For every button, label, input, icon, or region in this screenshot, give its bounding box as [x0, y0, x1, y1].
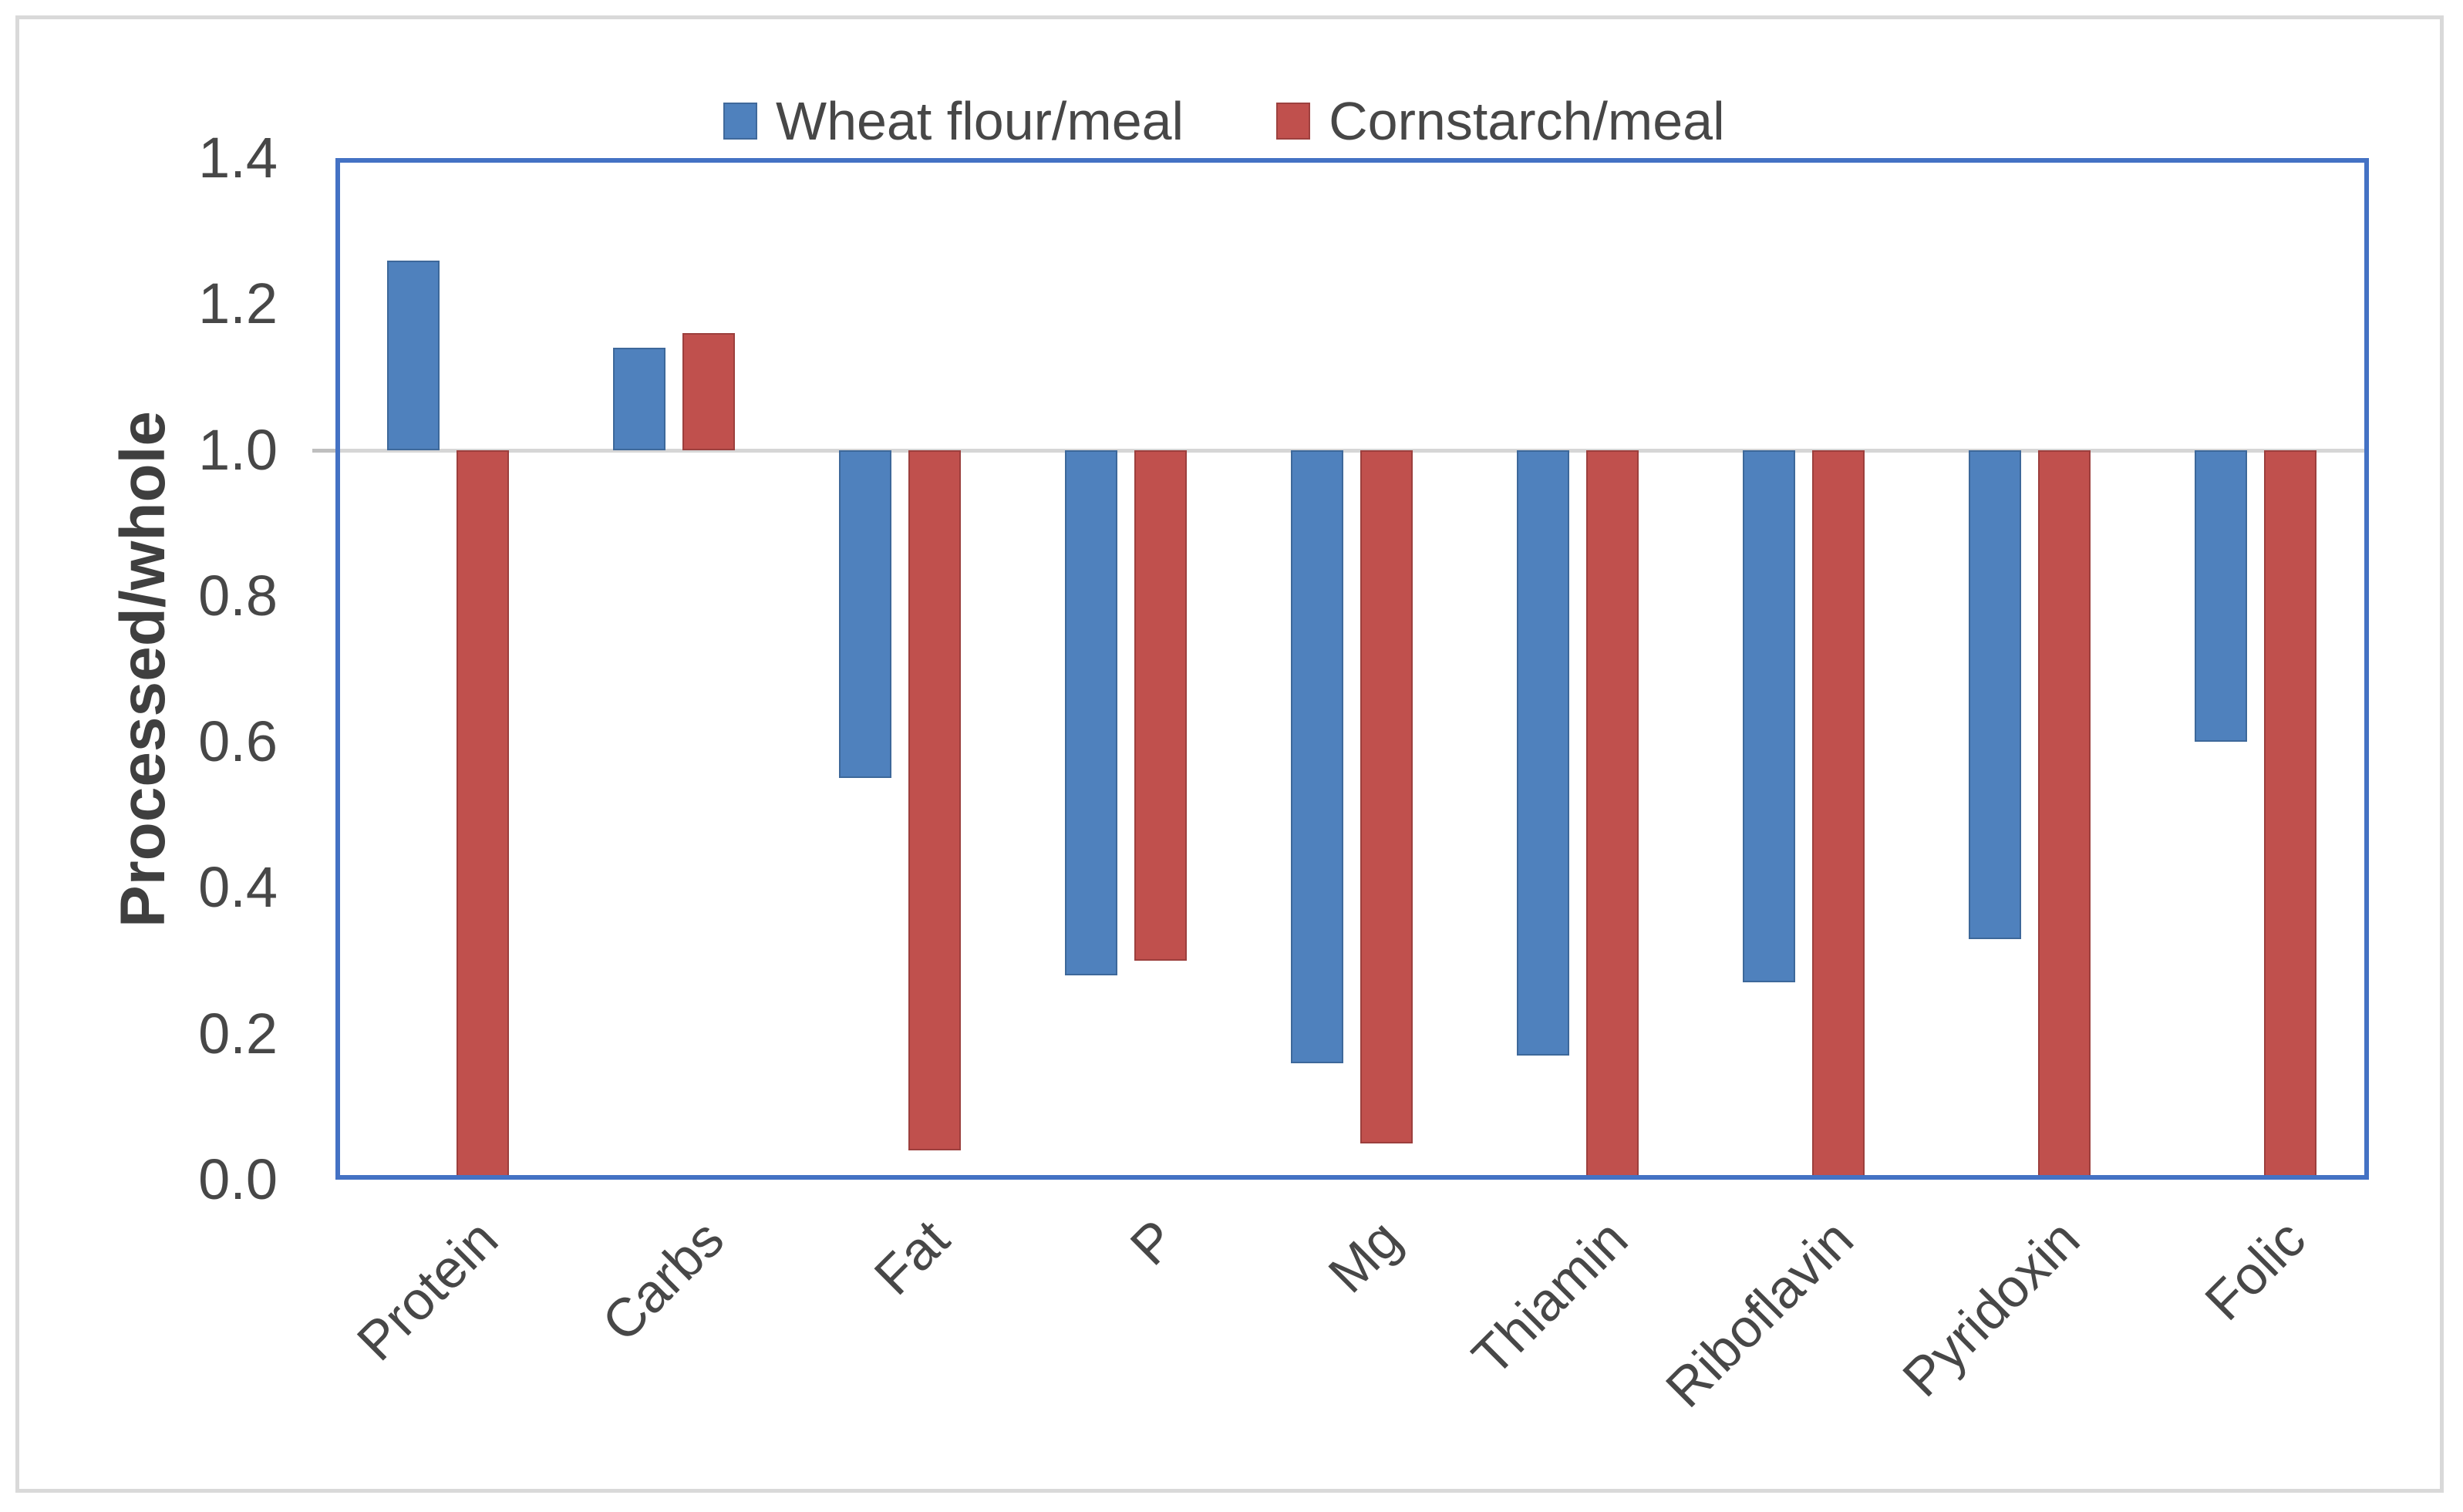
bar-cornstarch-p	[1134, 450, 1187, 961]
bar-cornstarch-riboflavin	[1811, 450, 1865, 1180]
bar-cornstarch-carbs	[682, 333, 735, 450]
bar-wheat-flour-protein	[386, 260, 440, 450]
legend: Wheat flour/meal Cornstarch/meal	[723, 94, 1725, 148]
y-tick-label-0.8: 0.8	[198, 563, 278, 628]
x-category-label-folic: Folic	[2193, 1208, 2316, 1332]
baseline-gridline-1	[335, 448, 2369, 453]
bar-cornstarch-thiamin	[1585, 450, 1639, 1180]
y-tick-label-1.0: 1.0	[198, 417, 278, 482]
x-category-label-riboflavin: Riboflavin	[1654, 1208, 1865, 1419]
x-category-label-mg: Mg	[1317, 1208, 1413, 1305]
bar-cornstarch-protein	[456, 450, 509, 1180]
bar-cornstarch-fat	[908, 450, 961, 1151]
bar-cornstarch-pyridoxin	[2037, 450, 2091, 1180]
y-axis-tick-mark-1	[312, 448, 335, 453]
x-category-label-pyridoxin: Pyridoxin	[1891, 1208, 2091, 1409]
legend-swatch-wheat	[723, 103, 757, 140]
bar-wheat-flour-mg	[1290, 450, 1343, 1063]
legend-item-cornstarch: Cornstarch/meal	[1276, 94, 1725, 148]
bar-wheat-flour-p	[1064, 450, 1117, 975]
x-category-label-p: P	[1118, 1208, 1187, 1277]
x-category-label-protein: Protein	[345, 1208, 509, 1372]
x-category-label-fat: Fat	[863, 1208, 961, 1306]
bar-cornstarch-folic	[2263, 450, 2316, 1180]
bar-cornstarch-mg	[1360, 450, 1413, 1143]
bar-wheat-flour-thiamin	[1516, 450, 1569, 1056]
y-tick-label-1.4: 1.4	[198, 126, 278, 190]
y-tick-label-0.4: 0.4	[198, 855, 278, 920]
legend-item-wheat: Wheat flour/meal	[723, 94, 1184, 148]
y-axis-title: Processed/whole	[108, 411, 178, 928]
y-tick-label-1.2: 1.2	[198, 271, 278, 336]
bar-wheat-flour-riboflavin	[1742, 450, 1795, 983]
bar-wheat-flour-fat	[838, 450, 891, 779]
x-category-label-thiamin: Thiamin	[1460, 1208, 1639, 1387]
bar-wheat-flour-pyridoxin	[1968, 450, 2021, 939]
legend-swatch-cornstarch	[1276, 103, 1311, 140]
bar-wheat-flour-folic	[2194, 450, 2247, 743]
bar-wheat-flour-carbs	[612, 348, 665, 450]
y-tick-label-0.0: 0.0	[198, 1147, 278, 1211]
legend-label-cornstarch: Cornstarch/meal	[1329, 91, 1725, 151]
y-tick-label-0.6: 0.6	[198, 709, 278, 774]
y-tick-label-0.2: 0.2	[198, 1001, 278, 1066]
x-category-label-carbs: Carbs	[590, 1208, 735, 1353]
legend-label-wheat: Wheat flour/meal	[776, 91, 1184, 151]
